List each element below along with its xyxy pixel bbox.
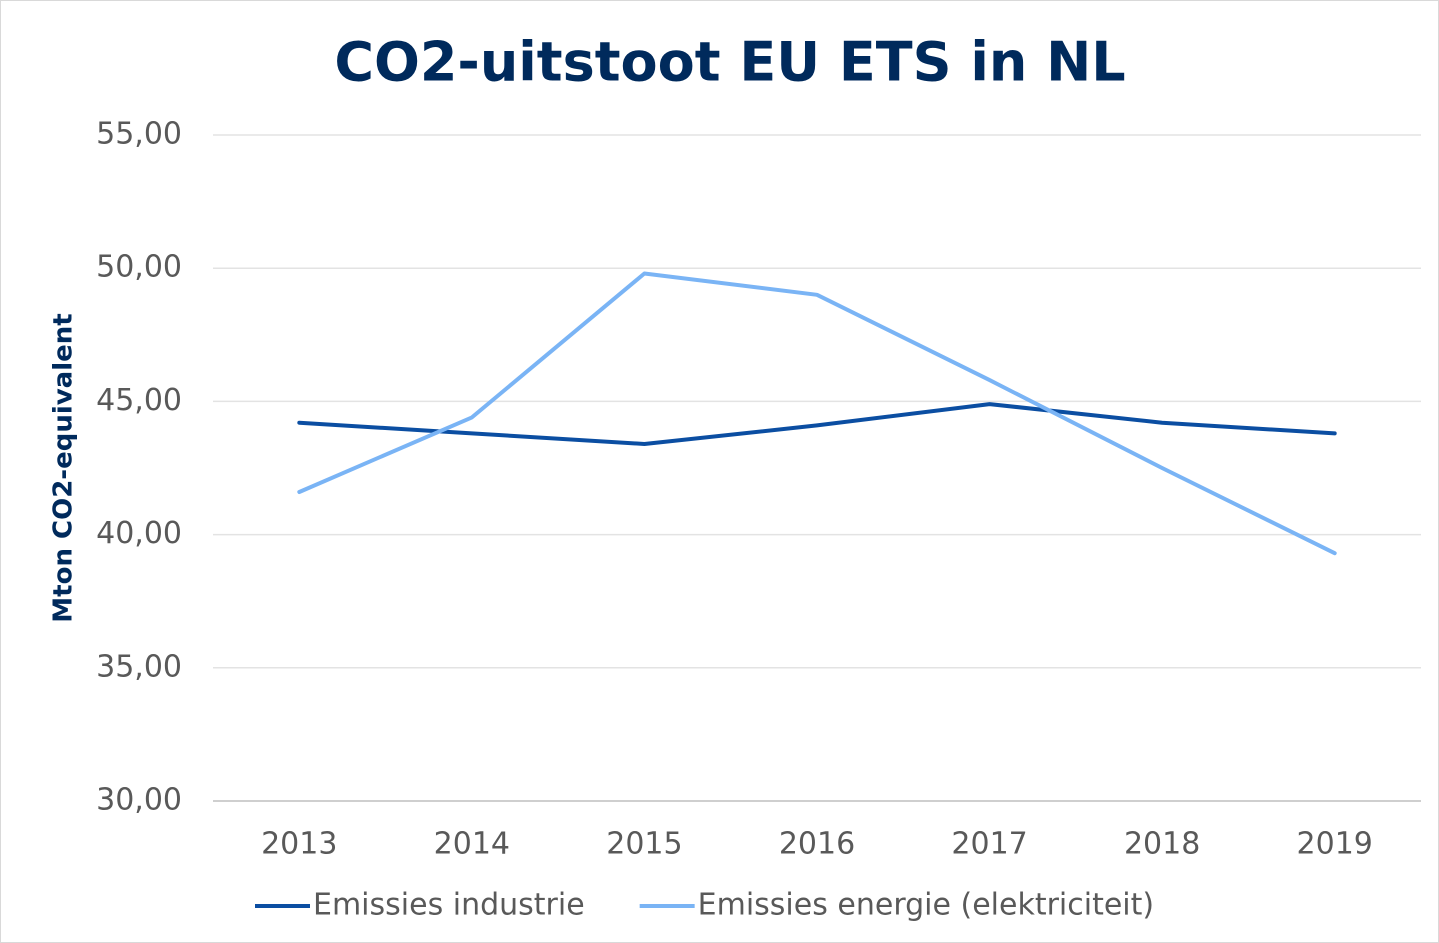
- x-tick-label: 2017: [951, 827, 1027, 862]
- y-tick-label: 50,00: [96, 250, 182, 285]
- y-tick-label: 45,00: [96, 383, 182, 418]
- y-tick-label: 30,00: [96, 783, 182, 818]
- y-tick-label: 35,00: [96, 649, 182, 684]
- y-tick-label: 40,00: [96, 516, 182, 551]
- x-tick-label: 2013: [261, 827, 337, 862]
- x-tick-label: 2015: [606, 827, 682, 862]
- series-line: [297, 271, 1337, 556]
- x-tick-label: 2018: [1124, 827, 1200, 862]
- series-line: [297, 402, 1337, 446]
- x-tick-label: 2014: [434, 827, 510, 862]
- legend-label: Emissies energie (elektriciteit): [698, 888, 1154, 923]
- y-tick-label: 55,00: [96, 117, 182, 152]
- chart-title: CO2-uitstoot EU ETS in NL: [334, 31, 1125, 94]
- y-axis-title: Mton CO2-equivalent: [49, 313, 79, 622]
- x-tick-label: 2016: [779, 827, 855, 862]
- x-tick-label: 2019: [1297, 827, 1373, 862]
- legend-label: Emissies industrie: [313, 888, 585, 923]
